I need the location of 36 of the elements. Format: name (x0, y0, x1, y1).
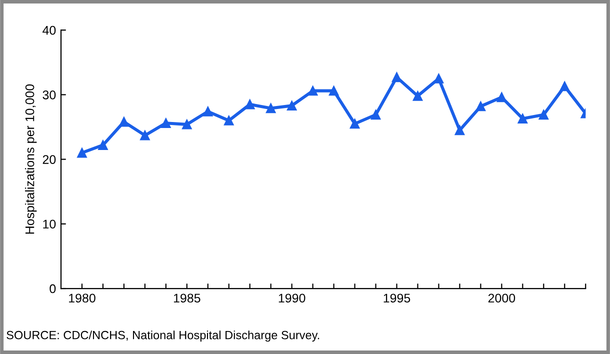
y-tick-label: 0 (50, 284, 56, 294)
point (496, 92, 507, 102)
point (286, 100, 297, 111)
y-axis-title: Hospitalizations per 10,000 (25, 84, 37, 234)
point (244, 100, 255, 110)
y-tick-label: 40 (42, 26, 56, 35)
point (140, 130, 150, 140)
point (224, 116, 234, 126)
point (518, 114, 528, 124)
point (77, 148, 87, 158)
point (370, 110, 381, 120)
point (560, 81, 570, 92)
y-tick-label: 30 (42, 90, 56, 100)
x-tick-label: 1980 (69, 294, 96, 303)
point (328, 86, 339, 96)
point (350, 118, 360, 129)
x-tick-label: 1995 (384, 294, 410, 303)
source-note: SOURCE: CDC/NCHS, National Hospital Discharge Survey. (6, 330, 320, 342)
point (119, 116, 129, 127)
point (434, 74, 444, 84)
y-tick-label: 10 (43, 220, 56, 229)
x-tick-label: 1985 (174, 294, 200, 303)
x-tick-label: 1990 (278, 294, 306, 303)
point (538, 110, 548, 120)
point (392, 72, 402, 82)
y-tick-label: 20 (42, 155, 56, 164)
point (161, 118, 171, 128)
point (266, 103, 276, 114)
point (203, 106, 213, 116)
point (476, 101, 486, 112)
x-tick-label: 2000 (488, 294, 516, 303)
point (98, 140, 108, 150)
point (412, 91, 423, 101)
point (308, 86, 318, 96)
point (182, 120, 192, 130)
point (454, 125, 465, 136)
